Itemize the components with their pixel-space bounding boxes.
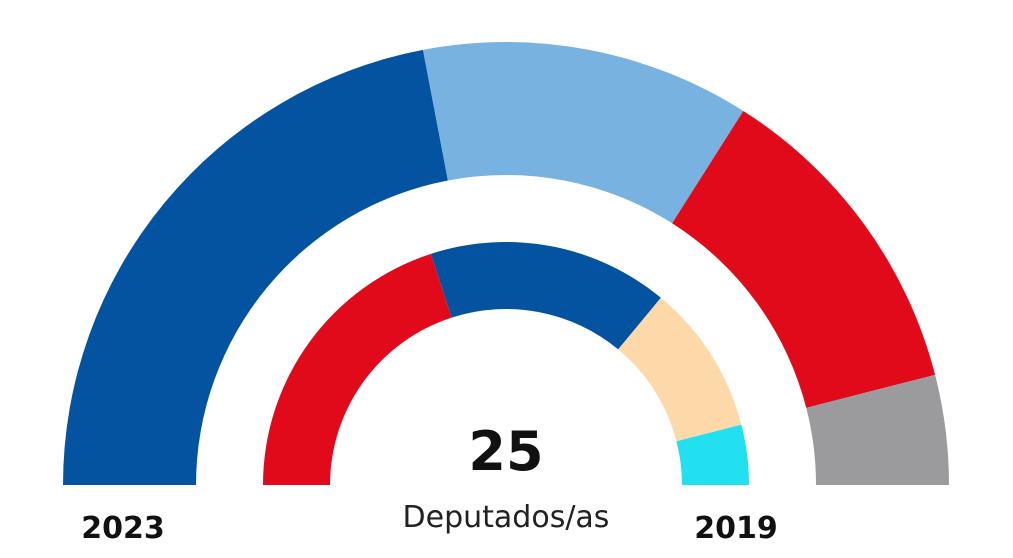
inner-ring-2019 (263, 242, 749, 485)
total-seats: 25 (468, 420, 543, 483)
outer-year-label: 2023 (81, 511, 165, 546)
inner-segment-4 (676, 424, 749, 485)
outer-ring-2023 (63, 42, 949, 486)
seats-unit-label: Deputados/as (403, 500, 610, 535)
inner-segment-2 (430, 242, 661, 350)
outer-segment-2 (422, 42, 744, 224)
inner-segment-3 (618, 297, 742, 442)
outer-segment-4 (806, 374, 949, 485)
inner-year-label: 2019 (694, 511, 778, 546)
outer-segment-3 (672, 110, 936, 408)
outer-segment-1 (63, 49, 448, 486)
inner-segment-1 (263, 253, 452, 485)
